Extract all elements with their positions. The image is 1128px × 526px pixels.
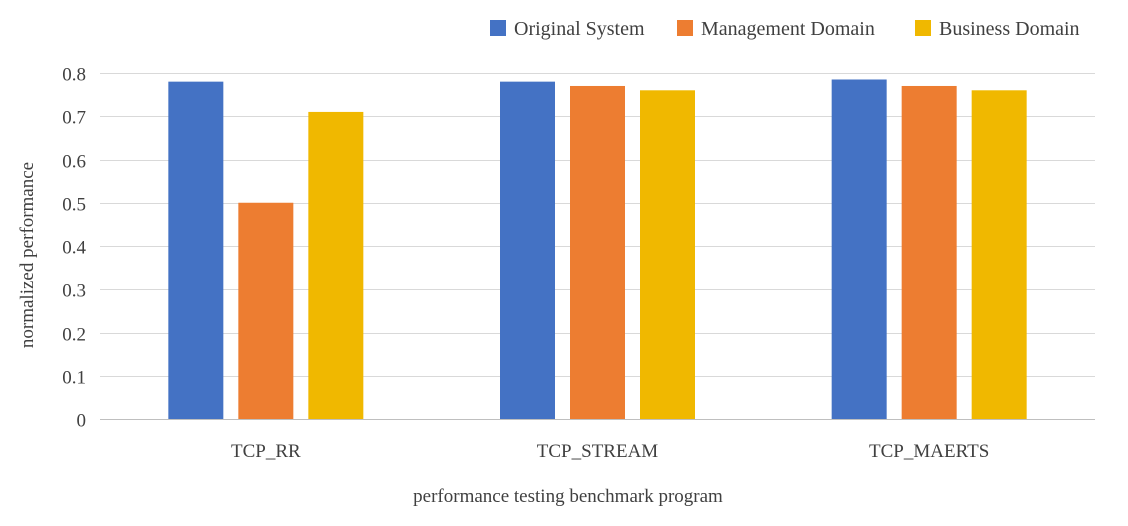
bar-original-system-tcp_stream	[500, 81, 555, 420]
x-axis-title: performance testing benchmark program	[413, 486, 723, 507]
legend-label: Business Domain	[939, 18, 1080, 40]
y-tick-label: 0.6	[62, 152, 86, 173]
y-tick-label: 0.1	[62, 368, 86, 389]
bar-management-domain-tcp_rr	[238, 202, 294, 419]
x-tick-label: TCP_RR	[231, 441, 301, 462]
y-tick-label: 0.3	[62, 281, 86, 302]
bar-business-domain-tcp_stream	[640, 90, 695, 420]
legend-label: Management Domain	[701, 18, 875, 40]
bar-original-system-tcp_rr	[168, 81, 224, 420]
bars	[168, 79, 1027, 420]
bar-business-domain-tcp_maerts	[971, 90, 1027, 420]
y-tick-label: 0.5	[62, 195, 86, 216]
x-tick-label: TCP_STREAM	[537, 441, 659, 462]
legend-swatch	[677, 20, 693, 36]
x-axis-ticks: TCP_RR TCP_STREAM TCP_MAERTS	[231, 441, 989, 462]
legend-swatch	[915, 20, 931, 36]
bar-management-domain-tcp_maerts	[901, 85, 957, 419]
legend-swatch	[490, 20, 506, 36]
legend-label: Original System	[514, 18, 645, 40]
y-tick-label: 0	[77, 411, 87, 432]
y-tick-label: 0.8	[62, 65, 86, 86]
y-tick-label: 0.2	[62, 325, 86, 346]
bar-management-domain-tcp_stream	[570, 85, 625, 419]
y-axis-ticks: 0 0.1 0.2 0.3 0.4 0.5 0.6 0.7 0.8	[62, 65, 86, 432]
bar-business-domain-tcp_rr	[308, 111, 364, 420]
legend: Original System Management Domain Business…	[490, 18, 1080, 40]
y-tick-label: 0.7	[62, 108, 86, 129]
x-tick-label: TCP_MAERTS	[869, 441, 989, 462]
y-tick-label: 0.4	[62, 238, 86, 259]
y-axis-title: normalized performance	[17, 162, 38, 348]
bar-original-system-tcp_maerts	[831, 79, 887, 420]
